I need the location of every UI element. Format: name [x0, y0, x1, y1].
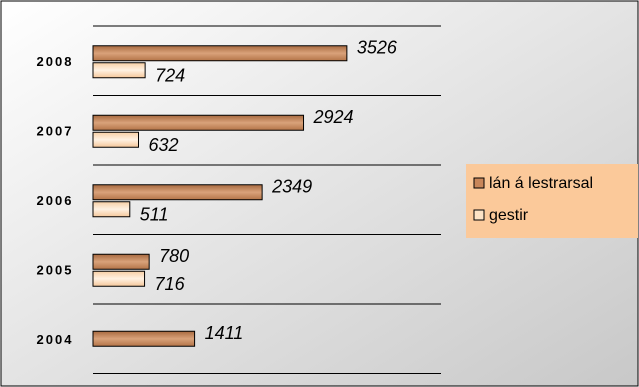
bar-gestir-2007: [92, 131, 140, 148]
value-label-gestir-2008: 724: [155, 65, 185, 85]
legend-label-gestir: gestir: [489, 207, 529, 224]
category-label-2006: 2006: [37, 193, 74, 208]
bar-lan-2004: [92, 330, 196, 347]
bar-lan-2007: [92, 114, 305, 131]
value-label-lan-2006: 2349: [271, 176, 312, 196]
bar-lan-2008: [92, 45, 348, 62]
gridlines: [93, 25, 441, 374]
value-label-gestir-2005: 716: [155, 274, 186, 294]
bar-gestir-2006: [92, 201, 131, 218]
legend-swatch-gestir: [473, 209, 485, 221]
bar-lan-2005: [92, 253, 150, 270]
bar-lan-2006: [92, 184, 263, 201]
value-labels: 3526 724 2924 632 2349 511 780 716 1411: [140, 37, 398, 343]
bars: [92, 45, 348, 347]
category-label-2004: 2004: [37, 332, 74, 347]
value-label-lan-2004: 1411: [205, 323, 244, 343]
legend: lán á lestrarsal gestir: [466, 164, 638, 238]
value-label-gestir-2007: 632: [149, 135, 179, 155]
legend-swatch-lan: [473, 177, 485, 189]
category-labels: 2008 2007 2006 2005 2004: [37, 54, 74, 347]
legend-box: [466, 164, 638, 238]
bar-gestir-2005: [92, 270, 146, 287]
category-label-2008: 2008: [37, 54, 74, 69]
bar-gestir-2008: [92, 62, 146, 79]
value-label-lan-2008: 3526: [357, 37, 398, 57]
category-label-2007: 2007: [37, 123, 74, 138]
legend-label-lan: lán á lestrarsal: [489, 175, 593, 192]
value-label-lan-2005: 780: [159, 246, 189, 266]
value-label-gestir-2006: 511: [140, 204, 169, 224]
category-label-2005: 2005: [37, 262, 74, 277]
value-label-lan-2007: 2924: [313, 107, 354, 127]
